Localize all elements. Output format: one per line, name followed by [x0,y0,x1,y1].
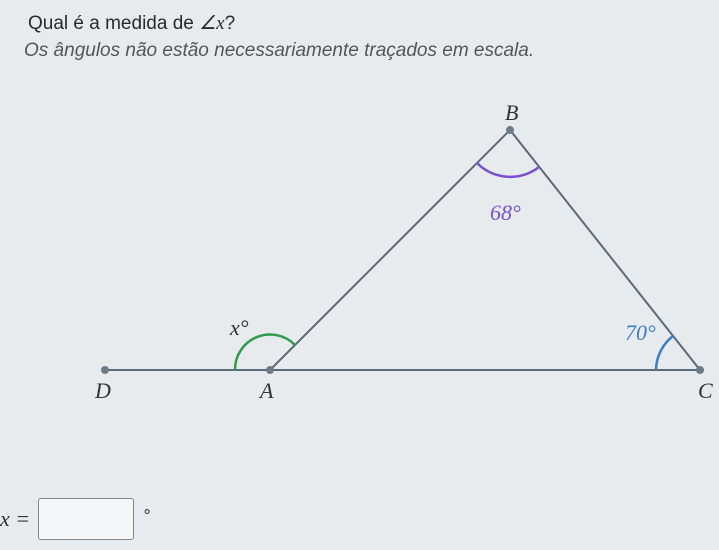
label-d: D [94,378,111,403]
label-a: A [258,378,274,403]
line-bc [510,130,700,370]
question-suffix: ? [225,13,236,34]
angle-symbol: ∠x [199,13,224,34]
point-b [506,126,514,134]
angle-label-b: 68° [490,200,521,225]
question-line-1: Qual é a medida de ∠x? [28,12,235,35]
angle-label-c: 70° [625,320,656,345]
point-d [101,366,109,374]
answer-input[interactable] [38,498,134,540]
angle-arc-b [477,163,539,177]
line-ab [270,130,510,370]
point-c [696,366,704,374]
angle-label-x: x° [229,315,249,340]
question-prefix: Qual é a medida de [28,13,199,34]
triangle-diagram: B D A C x° 68° 70° [60,100,710,420]
question-line-2: Os ângulos não estão necessariamente tra… [24,40,534,62]
point-a [266,366,274,374]
answer-lhs: x = [0,506,30,532]
degree-symbol: ∘ [142,501,152,521]
answer-row: x = ∘ [0,498,152,540]
label-c: C [698,378,713,403]
angle-arc-c [656,336,673,370]
label-b: B [505,100,518,125]
